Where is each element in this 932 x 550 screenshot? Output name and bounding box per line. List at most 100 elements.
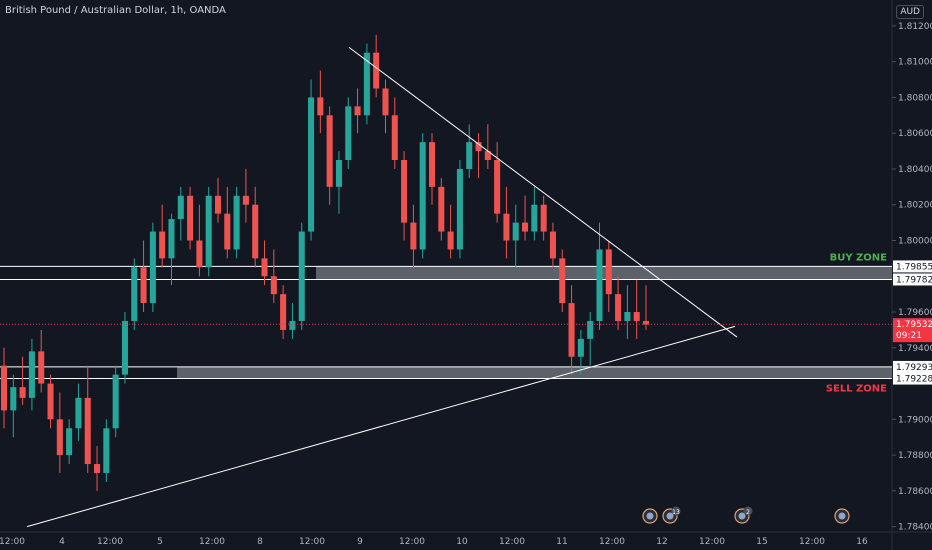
candle-body: [0, 365, 8, 411]
price-tick-label: 1.81200: [898, 22, 932, 32]
candle-body: [428, 142, 436, 187]
zone-box: [177, 366, 892, 379]
time-tick-label: 12:00: [799, 537, 825, 547]
symbol-name: British Pound / Australian Dollar: [5, 5, 165, 16]
price-tick-label: 1.80600: [898, 129, 932, 139]
flag-icon: [738, 512, 746, 520]
candle-body: [410, 222, 417, 250]
candle-body: [382, 88, 389, 116]
candle-body: [28, 351, 35, 398]
candle-body: [438, 186, 445, 232]
time-tick-label: 5: [157, 537, 163, 547]
zone-price-tag: [893, 273, 932, 286]
event-count-label: 13: [672, 509, 680, 516]
price-tick-label: 1.78800: [898, 451, 932, 461]
candle-body: [308, 97, 315, 232]
flag-icon: [838, 512, 846, 520]
candle-body: [466, 142, 473, 169]
time-tick-label: 12: [656, 537, 667, 547]
candle-body: [577, 338, 584, 357]
time-tick-label: 9: [357, 537, 363, 547]
candle-body: [10, 387, 17, 411]
candle-body: [540, 204, 547, 232]
candle-body: [373, 52, 380, 89]
candle-body: [205, 195, 212, 268]
time-tick-label: 12:00: [299, 537, 325, 547]
time-tick-label: 4: [59, 537, 65, 547]
candle-body: [177, 195, 184, 220]
candle-body: [280, 294, 287, 330]
candle-body: [559, 258, 566, 304]
candle-body: [363, 52, 370, 116]
candle-body: [298, 231, 305, 321]
candle-body: [261, 258, 268, 277]
candle-body: [447, 231, 454, 250]
candle-body: [19, 387, 26, 398]
trendline[interactable]: [26, 325, 736, 528]
time-tick-label: 12:00: [399, 537, 425, 547]
candle-body: [84, 397, 91, 465]
trendline[interactable]: [348, 46, 738, 338]
candle-body: [615, 294, 622, 321]
candle-body: [531, 204, 538, 232]
candle-body: [494, 160, 501, 214]
price-tick-label: 1.79600: [898, 308, 932, 318]
currency-button[interactable]: AUD: [896, 5, 924, 19]
candle-body: [168, 219, 175, 259]
candle-body: [456, 168, 463, 250]
candle-body: [214, 195, 222, 214]
time-tick-label: 12:00: [0, 537, 25, 547]
zone-price-tag: [893, 372, 932, 385]
price-tick-label: 1.78400: [898, 523, 932, 533]
candle-body: [419, 142, 426, 250]
candle-body: [47, 383, 54, 420]
candle-body: [549, 231, 556, 259]
candle-body: [149, 231, 156, 304]
price-tick-label: 1.81000: [898, 58, 932, 68]
flag-icon: [666, 512, 674, 520]
bar-countdown-label: 09:21: [896, 331, 922, 341]
event-count-label: 2: [746, 509, 750, 516]
price-tick-label: 1.80200: [898, 201, 932, 211]
candle-body: [270, 276, 277, 295]
time-tick-label: 12:00: [599, 537, 625, 547]
title-separator: ,: [164, 5, 171, 16]
candle-body: [112, 374, 119, 429]
candle-body: [624, 312, 631, 321]
candle-body: [56, 419, 63, 456]
candle-body: [121, 320, 128, 375]
time-tick-label: 8: [257, 537, 263, 547]
zone-box: [316, 266, 892, 280]
price-tick-label: 1.80400: [898, 165, 932, 175]
interval-label: 1h: [170, 5, 184, 16]
candle-body: [131, 267, 138, 321]
time-tick-label: 12:00: [97, 537, 123, 547]
event-count-badge: [671, 506, 681, 516]
time-tick-label: 12:00: [699, 537, 725, 547]
symbol-title[interactable]: British Pound / Australian Dollar, 1h, O…: [5, 5, 226, 16]
candle-body: [326, 115, 333, 187]
candle-body: [38, 351, 45, 384]
candle-body: [642, 320, 650, 325]
candle-body: [103, 428, 110, 473]
price-tick-label: 1.80800: [898, 93, 932, 103]
candle-body: [522, 222, 529, 232]
candle-body: [391, 115, 398, 161]
zone-price-tag-label: 1.79855: [896, 262, 932, 272]
candle-body: [484, 151, 491, 161]
price-tick-label: 1.78600: [898, 487, 932, 497]
time-tick-label: 12:00: [499, 537, 525, 547]
last-price-tag: [893, 318, 932, 343]
zone-price-tag-label: 1.79293: [896, 363, 932, 373]
candle-body: [354, 106, 361, 116]
price-tick-label: 1.79400: [898, 344, 932, 354]
sell-zone-label: SELL ZONE: [826, 384, 887, 395]
candle-body: [252, 204, 259, 259]
price-tick-label: 1.79000: [898, 415, 932, 425]
flag-icon: [646, 512, 654, 520]
time-tick-label: 12:00: [199, 537, 225, 547]
candle-body: [233, 195, 240, 250]
zone-price-tag: [893, 360, 932, 373]
event-count-badge: [743, 506, 753, 516]
